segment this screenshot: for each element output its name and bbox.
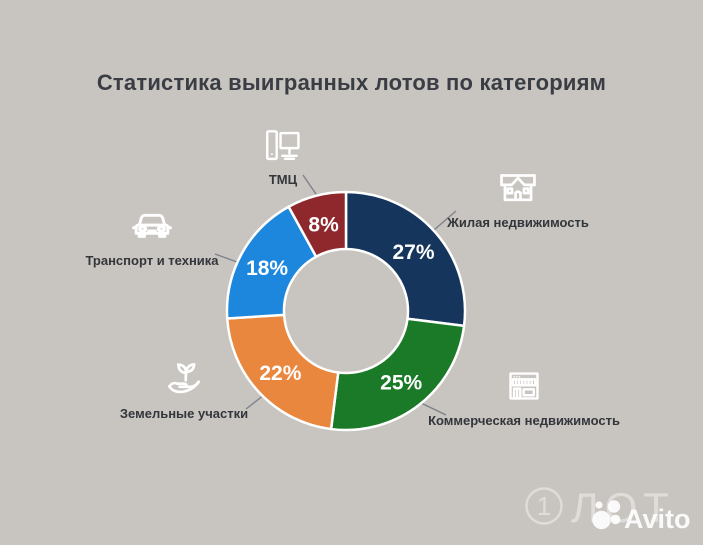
leader-line-land: [245, 394, 265, 410]
storefront-icon: [503, 364, 545, 408]
donut-slice-0: [344, 190, 467, 328]
donut-percent-label-0: 27%: [392, 241, 434, 264]
house-icon: [495, 164, 541, 210]
donut-slice-1: [329, 317, 466, 432]
car-icon: [127, 206, 177, 248]
category-label-commercial: Коммерческая недвижимость: [428, 413, 620, 428]
lot-number: 1: [537, 491, 551, 521]
hand-plant-icon: [161, 355, 207, 401]
category-label-tmc: ТМЦ: [268, 172, 298, 187]
category-transport: Транспорт и техника: [84, 206, 220, 268]
donut-percent-label-4: 8%: [308, 213, 339, 236]
leader-line-transport: [214, 253, 238, 263]
donut-slice-4: [287, 190, 348, 258]
avito-logo-icon: [592, 500, 621, 530]
category-label-land: Земельные участки: [119, 406, 249, 421]
category-tmc: ТМЦ: [251, 125, 315, 187]
category-commercial: Коммерческая недвижимость: [428, 364, 620, 428]
avito-watermark: Avito: [586, 494, 701, 543]
leader-lines: [214, 174, 457, 416]
donut-slice-2: [225, 313, 340, 431]
chart-title: Статистика выигранных лотов по категория…: [96, 70, 607, 95]
category-land: Земельные участки: [119, 355, 249, 421]
donut-slices: [225, 190, 467, 432]
donut-percent-label-1: 25%: [380, 372, 422, 395]
leader-line-residential: [433, 210, 457, 231]
category-label-residential: Жилая недвижимость: [447, 215, 589, 230]
leader-line-tmc: [302, 174, 319, 198]
category-residential: Жилая недвижимость: [447, 164, 589, 230]
category-label-transport: Транспорт и техника: [85, 253, 219, 268]
lot-circle-icon: [525, 487, 563, 525]
donut-percent-labels: 27% 25% 22% 18% 8%: [246, 213, 435, 394]
computer-icon: [262, 125, 304, 167]
avito-logo-text: Avito: [624, 504, 691, 534]
donut-percent-label-3: 18%: [246, 257, 288, 280]
leader-line-commercial: [420, 402, 447, 416]
donut-percent-label-2: 22%: [259, 362, 301, 385]
